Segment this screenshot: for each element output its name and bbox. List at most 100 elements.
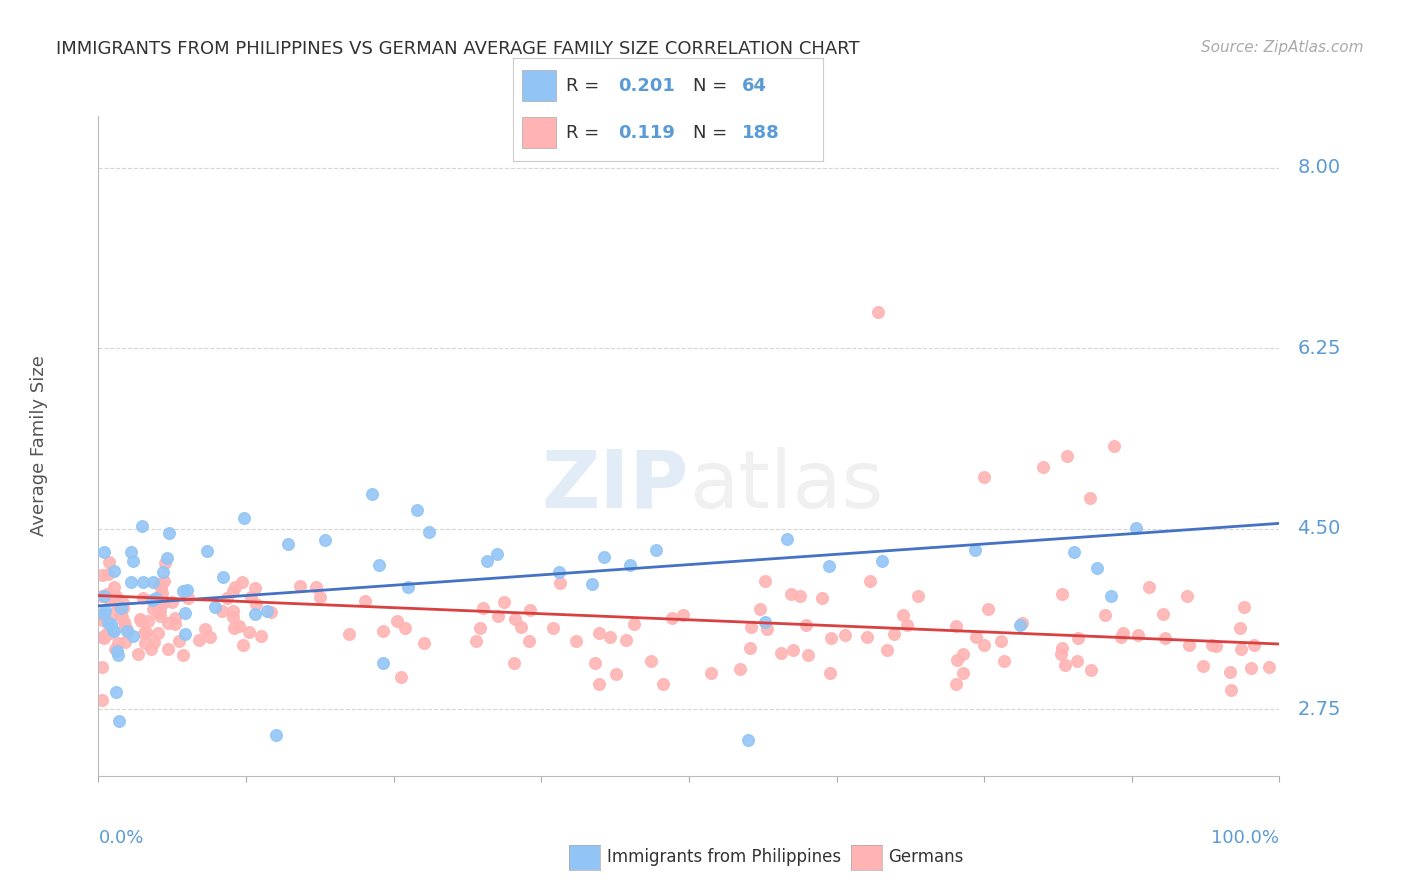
- Point: [952, 665, 974, 680]
- Point: [1063, 545, 1085, 559]
- Point: [754, 615, 776, 629]
- Text: N =: N =: [693, 124, 733, 142]
- Text: R =: R =: [565, 77, 605, 95]
- Point: [277, 537, 299, 551]
- Point: [112, 600, 135, 615]
- Point: [592, 550, 614, 565]
- Point: [672, 607, 695, 622]
- Point: [543, 621, 565, 635]
- Point: [973, 470, 995, 484]
- Point: [93, 631, 115, 645]
- Point: [1220, 682, 1243, 697]
- Point: [222, 609, 245, 624]
- Point: [93, 607, 115, 622]
- Point: [1112, 625, 1135, 640]
- Point: [1080, 663, 1102, 677]
- Point: [1257, 659, 1279, 673]
- Point: [149, 581, 172, 595]
- Point: [965, 630, 987, 644]
- Point: [1094, 608, 1116, 623]
- Point: [121, 629, 143, 643]
- Point: [100, 592, 122, 607]
- Text: 0.0%: 0.0%: [98, 829, 143, 847]
- Point: [305, 580, 328, 594]
- Point: [623, 616, 645, 631]
- Text: R =: R =: [565, 124, 605, 142]
- Point: [228, 619, 250, 633]
- Point: [945, 619, 967, 633]
- Point: [1219, 665, 1241, 679]
- Point: [565, 633, 588, 648]
- Point: [174, 626, 197, 640]
- Point: [112, 615, 135, 629]
- Point: [250, 629, 273, 643]
- Point: [148, 577, 170, 591]
- Point: [157, 525, 180, 540]
- Point: [136, 614, 159, 628]
- Point: [198, 630, 221, 644]
- Point: [105, 589, 128, 603]
- Point: [98, 625, 121, 640]
- Point: [97, 591, 120, 606]
- Point: [103, 593, 125, 607]
- Point: [232, 638, 254, 652]
- Point: [510, 620, 533, 634]
- Text: 100.0%: 100.0%: [1212, 829, 1279, 847]
- Point: [1152, 607, 1174, 621]
- Point: [1085, 561, 1108, 575]
- Point: [104, 606, 127, 620]
- Point: [141, 642, 163, 657]
- Point: [103, 580, 125, 594]
- Point: [153, 574, 176, 588]
- Point: [111, 596, 134, 610]
- Point: [149, 603, 172, 617]
- Point: [468, 622, 491, 636]
- Point: [385, 615, 408, 629]
- Point: [394, 621, 416, 635]
- Point: [211, 570, 233, 584]
- Text: 4.50: 4.50: [1298, 519, 1340, 538]
- Point: [599, 630, 621, 644]
- Point: [389, 670, 412, 684]
- Point: [371, 656, 394, 670]
- Point: [152, 566, 174, 580]
- Point: [1102, 439, 1125, 453]
- Point: [548, 576, 571, 591]
- Point: [238, 624, 260, 639]
- Point: [1125, 521, 1147, 535]
- Point: [172, 583, 194, 598]
- Point: [127, 647, 149, 661]
- Point: [1128, 627, 1150, 641]
- Point: [260, 605, 283, 619]
- Point: [494, 595, 516, 609]
- Point: [990, 634, 1012, 648]
- Point: [1229, 641, 1251, 656]
- Point: [337, 627, 360, 641]
- Point: [738, 641, 761, 656]
- Point: [973, 638, 995, 652]
- Point: [614, 633, 637, 648]
- Point: [749, 602, 772, 616]
- Bar: [523, 70, 557, 101]
- Point: [142, 602, 165, 616]
- Point: [789, 589, 811, 603]
- Point: [111, 610, 134, 624]
- Point: [93, 608, 115, 623]
- Text: Source: ZipAtlas.com: Source: ZipAtlas.com: [1201, 40, 1364, 55]
- Point: [91, 693, 114, 707]
- Text: 0.119: 0.119: [619, 124, 675, 142]
- Point: [1229, 621, 1251, 635]
- Text: ZIP: ZIP: [541, 447, 689, 524]
- Point: [1050, 640, 1073, 655]
- Point: [93, 610, 115, 624]
- Point: [855, 630, 877, 644]
- Point: [368, 558, 391, 572]
- Point: [866, 305, 889, 319]
- Text: Immigrants from Philippines: Immigrants from Philippines: [607, 848, 842, 866]
- Point: [780, 587, 803, 601]
- Point: [97, 616, 120, 631]
- Point: [156, 616, 179, 631]
- Text: N =: N =: [693, 77, 733, 95]
- Point: [94, 627, 117, 641]
- Point: [131, 519, 153, 533]
